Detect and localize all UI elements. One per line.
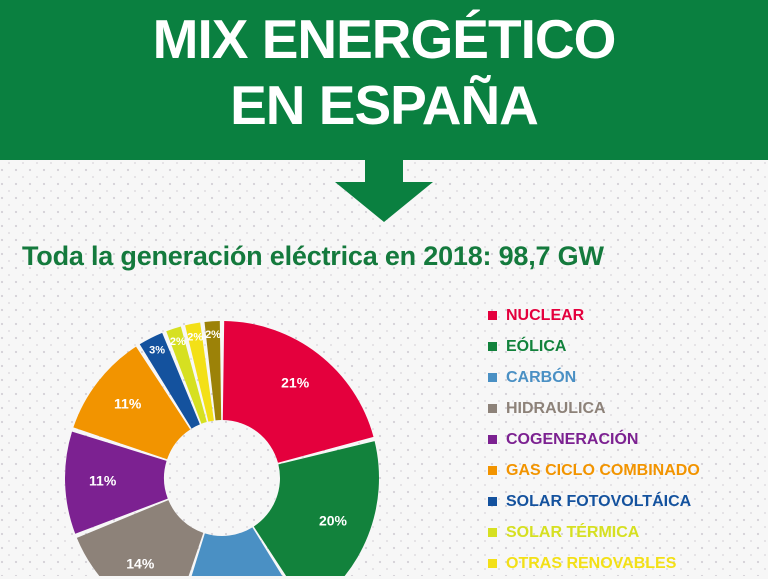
title-banner: MIX ENERGÉTICO EN ESPAÑA [0,0,768,160]
donut-slice [204,321,222,421]
slice-percentage-label: 14% [126,556,155,572]
page-title: MIX ENERGÉTICO EN ESPAÑA [152,8,617,136]
energy-mix-donut-chart: 21% 20% 14% 11% 11% 3% 2% 2% 2% [0,280,480,576]
chart-legend: NUCLEAR EÓLICA CARBÓN HIDRAULICA COGENER… [488,300,760,579]
legend-item[interactable]: OTRAS RENOVABLES [488,548,760,579]
donut-slice [65,431,168,534]
legend-label-solar-termica: SOLAR TÉRMICA [506,523,640,541]
donut-slices [65,321,379,576]
legend-label-cogeneracion: COGENERACIÓN [506,430,639,448]
legend-swatch-hidraulica [488,404,497,413]
legend-label-hidraulica: HIDRAULICA [506,399,606,417]
donut-slice [191,527,283,576]
donut-chart-svg: 21%20%14%11%11%3%2% 2% 2% [65,321,379,576]
down-arrow-icon [335,160,433,222]
slice-percentage-label: 2% [170,336,186,348]
slice-percentage-label: 21% [281,374,310,390]
donut-slice-labels: 21%20%14%11%11%3%2% 2% 2% [89,329,347,572]
donut-slice [253,441,379,576]
legend-label-gas-ciclo-combinado: GAS CICLO COMBINADO [506,461,700,479]
legend-label-otras-renovables: OTRAS RENOVABLES [506,554,677,572]
legend-swatch-gas-ciclo-combinado [488,466,497,475]
slice-percentage-label: 20% [319,513,348,529]
donut-slice [139,332,200,429]
donut-slice [185,322,214,422]
legend-swatch-nuclear [488,311,497,320]
slice-percentage-label: 2% [205,329,221,341]
legend-item[interactable]: GAS CICLO COMBINADO [488,455,760,486]
donut-slice [222,321,374,463]
slice-percentage-label: 11% [114,396,142,412]
legend-label-solar-fotovoltaica: SOLAR FOTOVOLTÁICA [506,492,692,510]
legend-item[interactable]: SOLAR FOTOVOLTÁICA [488,486,760,517]
slice-percentage-label: 2% [187,331,203,343]
subtitle: Toda la generación eléctrica en 2018: 98… [22,241,604,271]
legend-swatch-cogeneracion [488,435,497,444]
legend-swatch-solar-fotovoltaica [488,497,497,506]
legend-item[interactable]: CARBÓN [488,362,760,393]
legend-item[interactable]: NUCLEAR [488,300,760,331]
legend-label-eolica: EÓLICA [506,337,567,355]
legend-swatch-eolica [488,342,497,351]
legend-swatch-carbon [488,373,497,382]
donut-slice [73,346,191,460]
legend-item[interactable]: EÓLICA [488,331,760,362]
slice-percentage-label: 11% [89,472,117,488]
legend-item[interactable]: COGENERACIÓN [488,424,760,455]
legend-label-nuclear: NUCLEAR [506,306,585,324]
legend-swatch-solar-termica [488,528,497,537]
donut-slice [76,500,204,576]
legend-item[interactable]: HIDRAULICA [488,393,760,424]
legend-swatch-otras-renovables [488,559,497,568]
legend-label-carbon: CARBÓN [506,368,577,386]
donut-slice [166,326,207,424]
slice-percentage-label: 3% [149,344,165,356]
legend-item[interactable]: SOLAR TÉRMICA [488,517,760,548]
